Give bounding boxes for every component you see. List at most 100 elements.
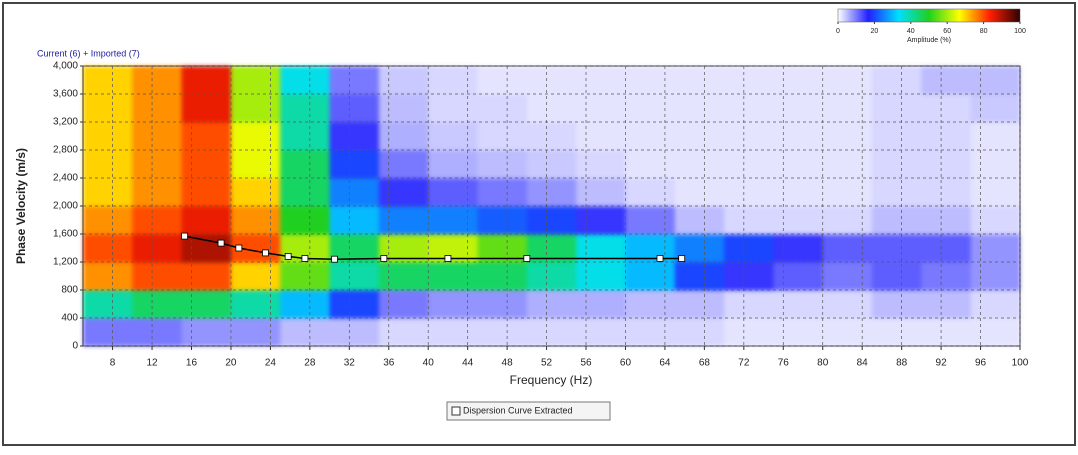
heat-cell	[773, 178, 824, 207]
heat-cell	[773, 66, 824, 95]
heat-cell	[378, 122, 429, 151]
heat-cell	[230, 318, 281, 347]
curve-point	[181, 232, 188, 240]
heat-cell	[428, 66, 479, 95]
heat-cell	[83, 66, 133, 95]
heat-cell	[773, 122, 824, 151]
heat-cell	[526, 122, 577, 151]
chart-title: Current (6) + Imported (7)	[37, 48, 140, 58]
x-tick-label: 96	[975, 358, 987, 369]
x-tick-label: 28	[304, 358, 316, 369]
checkbox[interactable]	[451, 406, 461, 416]
heat-cell	[230, 150, 281, 179]
heat-cell	[477, 150, 528, 179]
heat-cell	[921, 150, 972, 179]
y-tick-label: 1,600	[53, 229, 78, 240]
heat-cell	[280, 290, 331, 319]
heat-cell	[921, 318, 972, 347]
button-frame[interactable]	[446, 401, 611, 421]
heat-cell	[329, 66, 380, 95]
heat-cell	[822, 94, 873, 123]
heat-cell	[724, 66, 774, 95]
x-tick-label: 100	[1012, 358, 1029, 369]
heat-cell	[872, 66, 922, 95]
heat-cell	[526, 150, 577, 179]
legend-label[interactable]: Dispersion Curve Extracted	[463, 405, 573, 415]
y-tick-label: 4,000	[53, 61, 78, 72]
heat-cell	[181, 206, 232, 235]
heat-cell	[477, 178, 528, 207]
heat-cell	[280, 150, 331, 179]
heat-cell	[822, 150, 873, 179]
y-tick-label: 3,200	[53, 117, 78, 128]
heat-cell	[83, 318, 133, 347]
heat-cell	[378, 150, 429, 179]
heat-cell	[526, 206, 577, 235]
heat-cell	[526, 178, 577, 207]
heat-cell	[921, 290, 972, 319]
heat-cell	[872, 122, 922, 151]
heat-cell	[477, 318, 528, 347]
y-tick-label: 2,400	[53, 173, 78, 184]
x-axis-label: Frequency (Hz)	[510, 373, 593, 387]
heat-cell	[674, 318, 725, 347]
heat-cell	[872, 206, 922, 235]
heat-cell	[921, 234, 972, 263]
x-tick-label: 16	[186, 358, 198, 369]
x-tick-label: 60	[620, 358, 632, 369]
heat-cell	[822, 206, 873, 235]
heat-cell	[970, 94, 1021, 123]
heat-cell	[625, 122, 676, 151]
heat-cell	[280, 94, 331, 123]
curve-point	[301, 255, 309, 262]
heat-cell	[526, 318, 577, 347]
heat-cell	[132, 206, 183, 235]
heat-cell	[674, 206, 725, 235]
heat-cell	[921, 122, 972, 151]
heat-cell	[970, 150, 1021, 179]
curve-point	[678, 255, 686, 262]
heat-cell	[477, 66, 528, 95]
colorbar-tick-label: 40	[907, 28, 915, 35]
curve-point	[380, 255, 388, 262]
y-tick-label: 2,000	[53, 201, 78, 212]
heat-cell	[181, 94, 232, 123]
heat-cell	[674, 262, 725, 291]
heat-cell	[230, 290, 281, 319]
heat-cell	[230, 206, 281, 235]
heat-cell	[773, 150, 824, 179]
colorbar-tick-label: 0	[836, 28, 840, 35]
heat-cell	[181, 290, 232, 319]
heat-cell	[773, 206, 824, 235]
heat-cell	[625, 66, 676, 95]
heat-cell	[576, 318, 626, 347]
y-tick-label: 800	[61, 285, 78, 296]
y-tick-label: 1,200	[53, 257, 78, 268]
heat-cell	[921, 94, 972, 123]
legend-button[interactable]: Dispersion Curve Extracted	[446, 401, 611, 421]
heat-cell	[181, 318, 232, 347]
heat-cell	[329, 262, 380, 291]
heat-cell	[329, 206, 380, 235]
colorbar-tick-label: 100	[1014, 28, 1026, 35]
heat-cell	[970, 206, 1021, 235]
heat-cell	[625, 206, 676, 235]
heat-cell	[83, 234, 133, 263]
heat-cell	[872, 178, 922, 207]
heat-cell	[83, 178, 133, 207]
heat-cell	[970, 290, 1021, 319]
heat-cell	[280, 262, 331, 291]
heat-cell	[477, 262, 528, 291]
x-tick-label: 44	[462, 358, 474, 369]
heat-cell	[378, 206, 429, 235]
y-axis-label: Phase Velocity (m/s)	[14, 148, 28, 264]
heat-cell	[378, 262, 429, 291]
heat-cell	[724, 206, 774, 235]
heat-cell	[625, 94, 676, 123]
heat-cell	[378, 290, 429, 319]
heat-cell	[132, 234, 183, 263]
heat-cell	[773, 94, 824, 123]
heat-cell	[674, 122, 725, 151]
x-tick-label: 12	[146, 358, 158, 369]
heat-cell	[526, 94, 577, 123]
